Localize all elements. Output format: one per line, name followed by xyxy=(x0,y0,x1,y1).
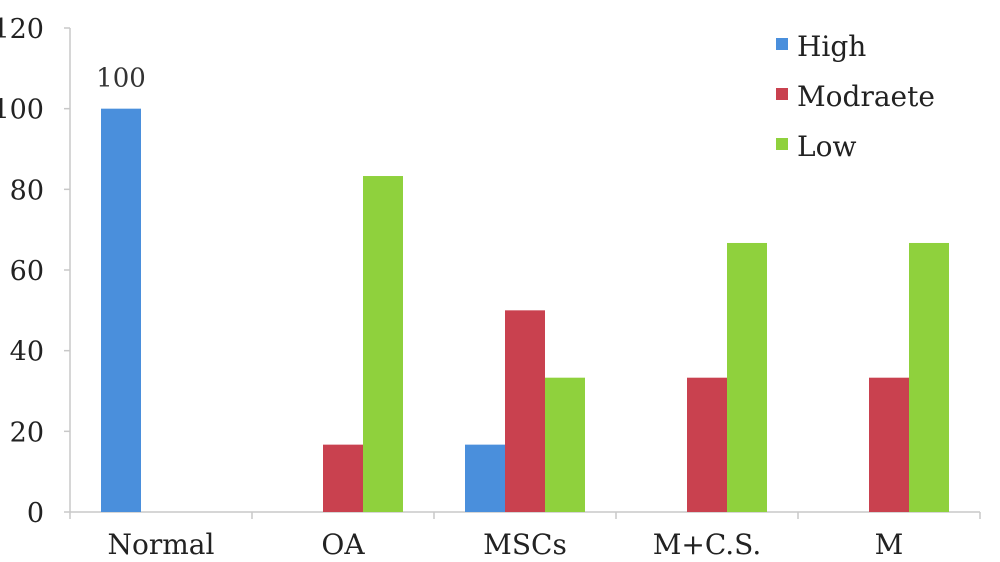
bar-low-m xyxy=(909,242,949,512)
legend-swatch-high xyxy=(776,38,788,50)
y-tick-label: 100 xyxy=(0,95,44,126)
bar-low-mscs xyxy=(545,377,585,512)
bar-high-mscs xyxy=(465,444,505,512)
x-tick-label: Normal xyxy=(108,528,215,561)
bar-modraete-m-c-s xyxy=(687,377,727,512)
x-tick-label: OA xyxy=(321,528,365,561)
legend-label-high: High xyxy=(797,30,866,63)
legend-swatch-low xyxy=(776,138,788,150)
bar-low-oa xyxy=(363,176,403,513)
data-labels: 100 xyxy=(96,64,146,94)
bars xyxy=(101,108,949,513)
x-tick-label: M+C.S. xyxy=(653,528,762,561)
x-tick-label: MSCs xyxy=(483,528,567,561)
x-tick-label: M xyxy=(875,528,904,561)
legend-label-low: Low xyxy=(797,130,856,163)
bar-modraete-oa xyxy=(323,444,363,512)
y-tick-label: 80 xyxy=(10,175,44,206)
y-tick-label: 40 xyxy=(10,337,44,368)
y-tick-label: 0 xyxy=(27,498,44,529)
y-tick-label: 60 xyxy=(10,256,44,287)
y-axis: 0 20 40 60 80 100 120 xyxy=(0,14,71,529)
bar-modraete-m xyxy=(869,377,909,512)
bar-modraete-mscs xyxy=(505,310,545,512)
data-label: 100 xyxy=(96,64,146,94)
legend: High Modraete Low xyxy=(776,30,935,163)
y-tick-label: 120 xyxy=(0,14,44,45)
legend-label-modraete: Modraete xyxy=(797,80,935,113)
y-tick-label: 20 xyxy=(10,417,44,448)
legend-swatch-modraete xyxy=(776,88,788,100)
x-axis: Normal OA MSCs M+C.S. M xyxy=(69,511,981,561)
bar-low-m-c-s xyxy=(727,242,767,512)
bar-high-normal xyxy=(101,108,141,513)
